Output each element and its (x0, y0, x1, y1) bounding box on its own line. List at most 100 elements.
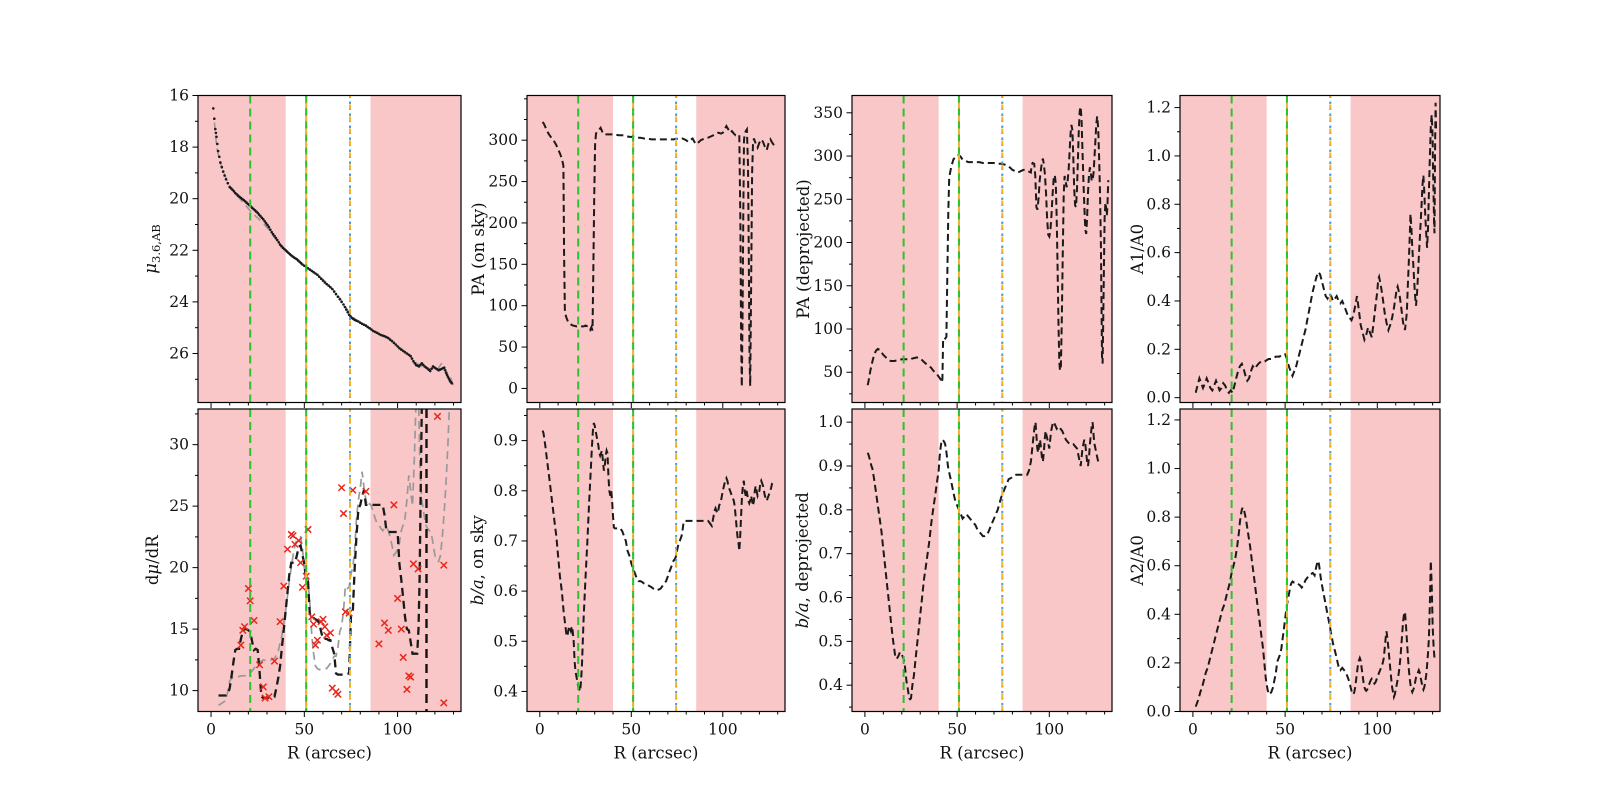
y-tick-label: 10 (169, 682, 189, 700)
y-axis-label: b/a, on sky (468, 515, 487, 606)
shaded-region (852, 409, 939, 712)
y-tick-label: 15 (169, 620, 189, 638)
panel-frame (851, 408, 1113, 713)
y-tick-label: 0.5 (493, 632, 518, 650)
y-tick-label: 150 (488, 255, 518, 273)
y-tick-label: 0.8 (1146, 508, 1171, 526)
y-tick-label: 0.8 (1146, 195, 1171, 213)
y-tick-label: 20 (169, 559, 189, 577)
y-tick-label: 26 (169, 344, 189, 362)
panel-frame (526, 94, 786, 404)
shaded-region (198, 409, 286, 712)
y-tick-label: 0.6 (1146, 557, 1171, 575)
x-ticks (864, 711, 1106, 717)
x-tick-label: 100 (1363, 721, 1393, 739)
x-tick-label: 50 (621, 721, 641, 739)
shaded-region (527, 95, 613, 403)
y-ticks (846, 421, 852, 708)
shaded-region (1022, 409, 1112, 712)
shaded-region (1180, 409, 1267, 712)
series-group (541, 121, 775, 387)
x-axis-label: R (arcsec) (940, 744, 1025, 763)
panel-ba-deproj: 0 50 100 R (arcsec) 0.4 0.5 0.6 0.7 0.8 0.9 1.0 b/a… (793, 408, 1113, 763)
y-tick-label: 50 (823, 363, 843, 381)
x-tick-label: 0 (206, 721, 216, 739)
x-tick-label: 50 (1275, 721, 1295, 739)
y-ticks (521, 98, 527, 389)
y-tick-label: 300 (813, 147, 843, 165)
y-tick-label: 25 (169, 497, 189, 515)
y-tick-label: 0.6 (493, 582, 518, 600)
y-ticks (846, 112, 852, 395)
series-axis-ratio-deprojected (866, 421, 1101, 701)
y-ticks (192, 95, 198, 380)
y-axis-label: PA (deprojected) (794, 179, 813, 318)
shaded-region (370, 95, 461, 403)
x-axis-label: R (arcsec) (614, 744, 699, 763)
y-axis-label: A1/A0 (1128, 224, 1147, 275)
series-group (1194, 505, 1437, 707)
y-tick-label: 0 (508, 379, 518, 397)
shaded-region (696, 409, 785, 712)
y-axis-label: dμ/dR (143, 535, 162, 585)
y-tick-label: 30 (169, 436, 189, 454)
panel-frame (1179, 94, 1441, 404)
shaded-region (198, 95, 286, 403)
x-ticks (1192, 402, 1434, 408)
y-ticks (521, 415, 527, 692)
series-group (866, 421, 1101, 701)
panel-mu36: 16 18 20 22 24 26 μ3.6,AB (141, 87, 462, 408)
series-surface-brightness-dots (212, 107, 454, 385)
panel-ba-sky: 0 50 100 R (arcsec) 0.4 0.5 0.6 0.7 0.8 0.9 b/a, o… (468, 408, 786, 763)
y-axis-label: A2/A0 (1128, 535, 1147, 586)
series-a2-a0-ratio (1194, 505, 1437, 707)
y-tick-label: 1.0 (818, 413, 843, 431)
y-tick-label: 150 (813, 277, 843, 295)
y-ticks (1174, 419, 1180, 712)
x-ticks (539, 711, 779, 717)
y-axis-label: μ3.6,AB (141, 224, 163, 273)
y-tick-label: 0.8 (818, 501, 843, 519)
y-ticks (1174, 107, 1180, 399)
y-tick-label: 0.9 (818, 457, 843, 475)
panel-pa-deproj: 50 100 150 200 250 300 350 PA (deprojected) (794, 94, 1113, 408)
shaded-region (1022, 95, 1112, 403)
y-tick-label: 200 (488, 214, 518, 232)
series-group (866, 106, 1110, 387)
series-group (212, 107, 455, 386)
shaded-region (1350, 409, 1440, 712)
series-pa-on-sky (541, 121, 775, 387)
y-tick-label: 0.4 (1146, 605, 1171, 623)
y-tick-label: 100 (813, 320, 843, 338)
series-gradient-model-gray (218, 409, 451, 707)
y-tick-label: 250 (488, 173, 518, 191)
y-ticks (192, 413, 198, 692)
shaded-region (370, 409, 461, 712)
series-pa-deprojected (866, 106, 1110, 387)
y-tick-label: 0.7 (818, 545, 843, 563)
y-tick-label: 200 (813, 234, 843, 252)
y-tick-label: 0.5 (818, 632, 843, 650)
x-tick-label: 0 (860, 721, 870, 739)
y-tick-label: 18 (169, 138, 189, 156)
panel-a2a0: 0 50 100 R (arcsec) 0.0 0.2 0.4 0.6 0.8 1.0 1.2 A2/… (1128, 408, 1441, 763)
y-tick-label: 0.7 (493, 532, 518, 550)
y-tick-label: 1.2 (1146, 411, 1171, 429)
x-ticks (210, 402, 455, 408)
x-tick-label: 0 (1188, 721, 1198, 739)
x-ticks (539, 402, 779, 408)
panel-frame (851, 94, 1113, 404)
panel-frame (526, 408, 786, 713)
y-tick-label: 0.9 (493, 432, 518, 450)
panel-a1a0: 0.0 0.2 0.4 0.6 0.8 1.0 1.2 A1/A0 (1128, 94, 1441, 408)
y-tick-label: 1.0 (1146, 460, 1171, 478)
y-tick-label: 20 (169, 190, 189, 208)
x-tick-label: 100 (708, 721, 738, 739)
y-tick-label: 0.6 (818, 589, 843, 607)
panel-frame (197, 94, 462, 404)
y-tick-label: 50 (498, 338, 518, 356)
y-tick-label: 22 (169, 241, 189, 259)
y-tick-label: 0.2 (1146, 340, 1171, 358)
